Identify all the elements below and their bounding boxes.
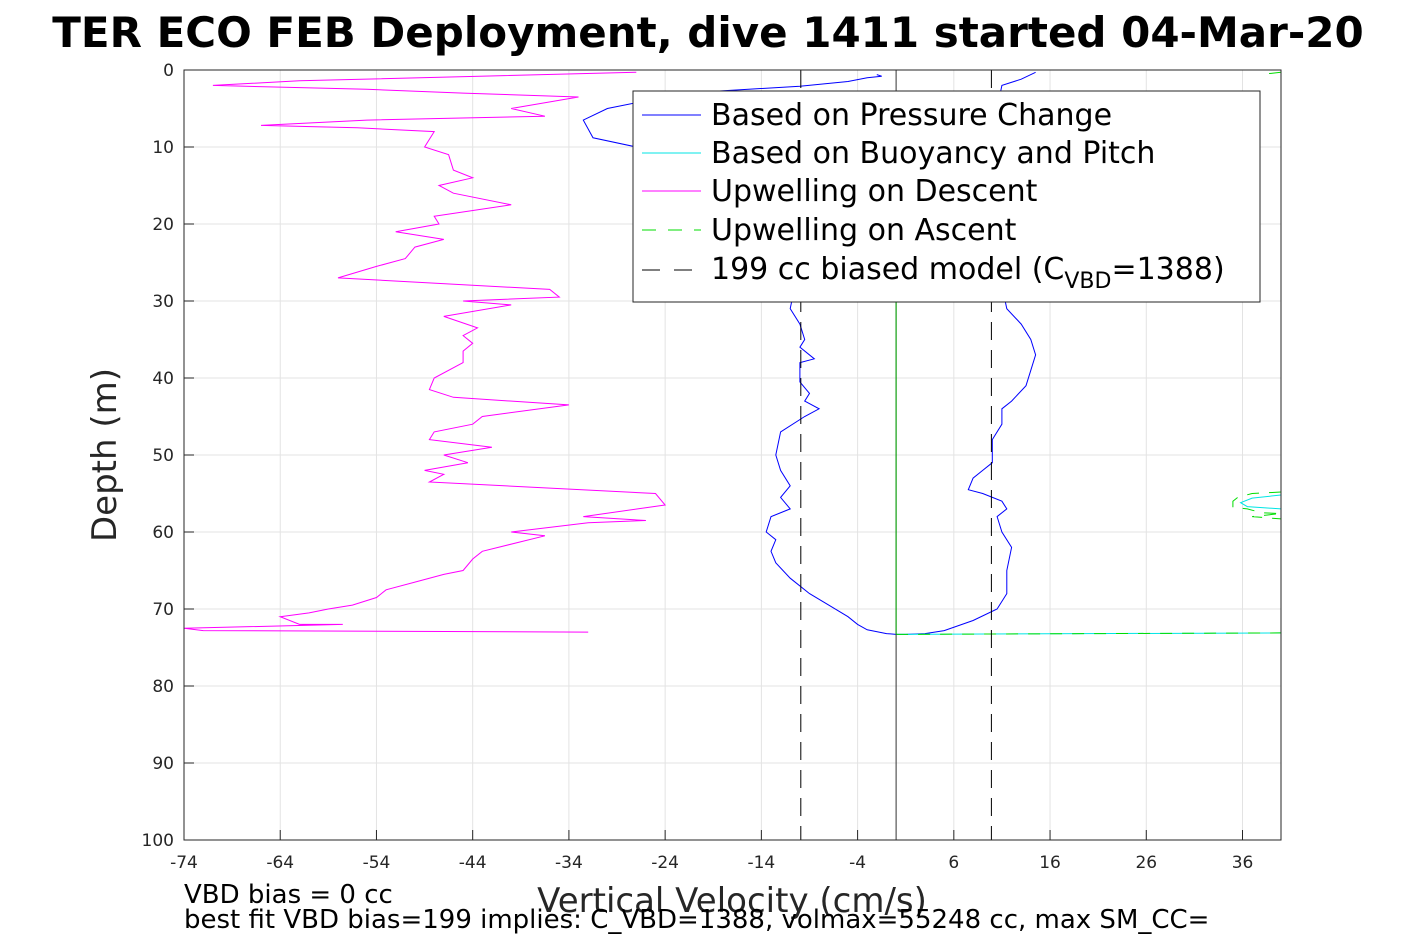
x-tick-label: -44 [459,853,487,873]
series-line-5 [1266,71,1281,75]
legend-label-descent: Upwelling on Descent [711,174,1038,209]
y-tick-label: 30 [152,292,174,312]
legend-label-model-sub: VBD [1064,269,1111,294]
x-tick-label: -4 [849,853,866,873]
x-axis-label: Vertical Velocity (cm/s) [537,881,927,921]
x-tick-label: 26 [1135,853,1157,873]
x-tick-label: -14 [747,853,775,873]
y-tick-label: 20 [152,215,174,235]
legend-box [632,90,1261,303]
x-tick-label: -74 [170,853,198,873]
y-tick-label: 50 [152,446,174,466]
legend-label-model-main: 199 cc biased model (C [711,252,1064,287]
series-line-0 [582,74,906,635]
y-tick-label: 80 [152,677,174,697]
y-tick-label: 90 [152,754,174,774]
y-tick-label: 60 [152,523,174,543]
series-line-6 [1232,491,1281,520]
series-line-3 [184,71,667,633]
x-ticks: -74 -64 -54 -44 -34 -24 -14 -4 6 16 26 36 [170,830,1253,873]
y-axis-label: Depth (m) [85,368,125,542]
y-tick-label: 0 [163,61,174,81]
legend: Based on Pressure Change Based on Buoyan… [632,90,1261,303]
legend-label-pressure: Based on Pressure Change [711,98,1112,133]
x-tick-label: 36 [1232,853,1254,873]
series-line-2 [896,632,1281,635]
chart-title: TER ECO FEB Deployment, dive 1411 starte… [52,8,1363,57]
legend-label-model-end: =1388) [1111,252,1224,287]
y-tick-label: 10 [152,138,174,158]
legend-label-model: 199 cc biased model (CVBD=1388) [711,252,1225,294]
series-line-7 [1239,494,1281,510]
y-ticks: 0 10 20 30 40 50 60 70 80 90 100 [142,61,194,851]
y-tick-label: 40 [152,369,174,389]
annotation-best-fit: best fit VBD bias=199 implies: C_VBD=138… [184,905,1209,935]
x-tick-label: -54 [363,853,391,873]
x-tick-label: -24 [651,853,679,873]
x-tick-label: -34 [555,853,583,873]
y-tick-label: 70 [152,600,174,620]
x-tick-label: 16 [1039,853,1061,873]
y-tick-label: 100 [142,831,174,851]
legend-label-ascent: Upwelling on Ascent [711,213,1017,248]
legend-label-buoyancy: Based on Buoyancy and Pitch [711,136,1155,171]
x-tick-label: 6 [948,853,959,873]
annotation-vbd-bias: VBD bias = 0 cc [184,880,393,910]
x-tick-label: -64 [266,853,294,873]
